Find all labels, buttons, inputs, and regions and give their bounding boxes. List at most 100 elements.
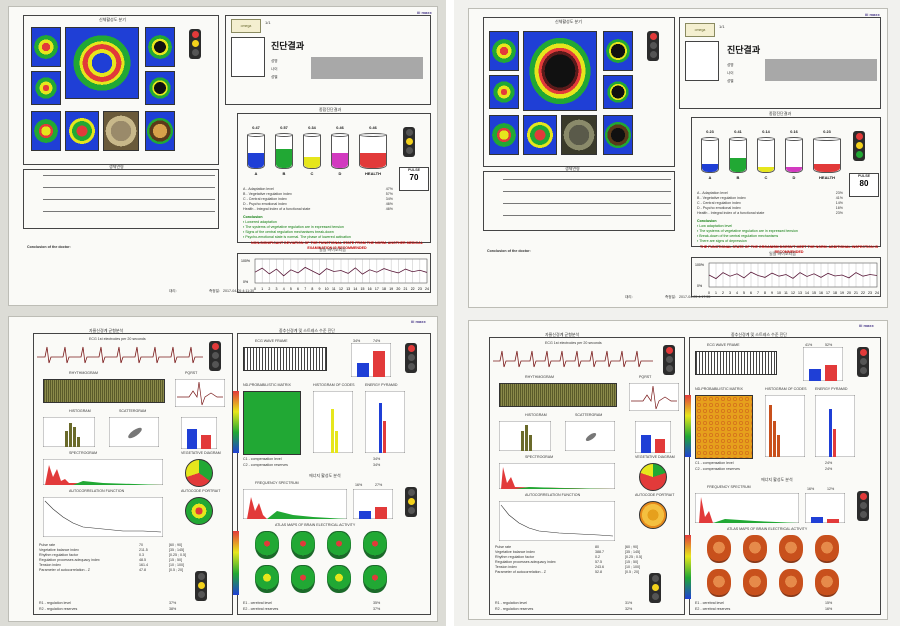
legend-line: B - Vegetative regulation index 41% [697, 196, 843, 200]
energy-bars [805, 493, 845, 523]
params-table: Pulse rate 80 [60 ; 90] Vegetative balance… [495, 545, 665, 575]
freq-spectrum-chart [243, 489, 347, 519]
footer-sign: 측정일: [209, 289, 220, 293]
hour-tick-label: 15 [812, 291, 816, 295]
energy-pyramid-chart [365, 391, 405, 453]
conclusion-line: ▪ Lowered adaptation [243, 220, 277, 224]
report-sheet-top: 신체활성도 분기 omega iii maxx 1/1 진단결과 성명 나이 성… [8, 6, 438, 306]
energy-pct-a: 16% [355, 483, 363, 487]
scattergram-chart [109, 417, 159, 447]
traffic-light-icon [663, 345, 675, 375]
hour-tick-label: 21 [854, 291, 858, 295]
conclusion-line: ▪ There are signs of depression [697, 239, 747, 243]
axis-label-min: 0% [243, 280, 248, 284]
report-sheet-bottom: iii maxx 자율신경계 균형분석 중추신경계 및 스트레스 수준 진단 E… [468, 320, 888, 620]
pulse-label: PULSE [858, 174, 870, 178]
conclusion-line: ▪ The systems of vegetative regulation a… [243, 225, 344, 229]
reg-reserves: R2 - regulation reserves 38% [39, 607, 177, 611]
diagnosis-header-frame [679, 17, 881, 109]
autonomic-title: 자율신경계 균형분석 [89, 328, 124, 333]
hour-tick-label: 16 [368, 287, 372, 291]
stress-bars [351, 343, 391, 377]
stress-bars [803, 347, 843, 381]
hour-tick-label: 8 [764, 291, 766, 295]
table-row: Pulse rate 70 [60 ; 90] [39, 543, 182, 547]
table-row: Regulation processes adequacy index 48.5[… [39, 558, 182, 562]
hour-tick-label: 18 [382, 287, 386, 291]
scan-thumb [489, 115, 519, 155]
hour-tick-label: 2 [722, 291, 724, 295]
table-row: Parameter of autocorrelation - Z 52.8 [0.5… [495, 570, 639, 574]
cylinder-value: 0.34 [308, 126, 316, 130]
indicators-frame [691, 117, 881, 247]
pulse-value: 70 [409, 173, 419, 182]
cerebral-reserves: E2 - cerebral reserves 37% [243, 607, 381, 611]
color-scale [233, 391, 239, 453]
daily-biorhythm-chart: 0 1 2 3 4 5 6 7 8 9 10 11 12 13 14 15 16 17 18 19 20 21 22 23 24… [241, 258, 429, 291]
info-label: 나이 [271, 67, 278, 71]
autocorrelation-label: AUTOCORRELATION FUNCTION [525, 493, 581, 497]
rhythmogram-chart [43, 379, 165, 403]
comp-reserves: C2 - compensation reserves 34% [243, 463, 381, 467]
autonomic-frame [33, 333, 233, 615]
freq-spectrum-label: FREQUENCY SPECTRUM [255, 481, 299, 485]
comp-reserves: C2 - compensation reserves 24% [695, 467, 833, 471]
central-frame [237, 333, 431, 615]
vegetative-pie [639, 463, 667, 491]
histogram-chart [43, 417, 95, 447]
hour-tick-label: 9 [771, 291, 773, 295]
scattergram-label: SCATTERGRAM [575, 413, 603, 417]
legend-line: A - Adaptation level 23% [697, 191, 843, 195]
ecg-wave-frame [695, 351, 777, 375]
diagnosis-title: 진단결과 [727, 45, 761, 55]
compensation-bars [635, 421, 671, 453]
legend-line: C - Central regulation index 14% [697, 201, 843, 205]
autocorrelation-chart [43, 497, 163, 537]
footer-code: 대리: [625, 295, 633, 299]
hour-tick-label: 7 [757, 291, 759, 295]
report-photo-right: 신체활성도 분기 omega iii maxx 1/1 진단결과 성명 나이 성… [454, 0, 900, 626]
hour-tick-label: 15 [361, 287, 365, 291]
hour-tick-label: 23 [418, 287, 422, 291]
energy-bars [353, 489, 393, 519]
hour-tick-label: 7 [304, 287, 306, 291]
legend-line: Health - Integral index of a functional … [697, 211, 843, 215]
hour-tick-label: 20 [396, 287, 400, 291]
legend-line: D - Psycho emotional index 46% [243, 202, 393, 206]
energy-pyramid-chart [815, 395, 855, 457]
comp-level: C1 - compensation level 34% [243, 457, 381, 461]
redacted-name [311, 57, 423, 79]
params-table: Pulse rate 70 [60 ; 90] Vegetative balance… [39, 543, 209, 573]
reg-level: R1 - regulation level 31% [495, 601, 633, 605]
cylinder-value: 0.41 [734, 130, 742, 134]
traffic-light-icon [857, 491, 869, 521]
hour-tick-label: 3 [729, 291, 731, 295]
cylinder-label: A [254, 171, 258, 176]
warning-text: NON-SIGNIFICANT DEVIATION OF THE FUNCTIO… [251, 241, 423, 250]
hour-tick-label: 2 [268, 287, 270, 291]
brand-logo: omega [231, 19, 261, 33]
conclusion-line: ▪ Break-down of the central regulation m… [697, 234, 779, 238]
hour-tick-label: 22 [861, 291, 865, 295]
scan-thumb [145, 111, 175, 151]
nd-matrix-label: ND-PROBABILISTIC MATRIX [695, 387, 743, 391]
hour-tick-label: 17 [826, 291, 830, 295]
hour-tick-label: 14 [805, 291, 809, 295]
hour-tick-label: 12 [339, 287, 343, 291]
biorhythm-line [708, 271, 878, 280]
cylinder-label: D [792, 175, 796, 180]
footer-date: 2017-04-05 4:17:55 [679, 295, 711, 299]
traffic-light-icon [403, 127, 415, 157]
images-title: 신체활성도 분기 [555, 19, 582, 24]
cylinder-label: HEALTH [365, 171, 381, 176]
nd-matrix-chart [695, 395, 753, 459]
cylinder-d: 0.46 D [331, 126, 349, 176]
scan-main [523, 31, 597, 111]
indicators-frame [237, 113, 431, 243]
info-label: 성별 [271, 75, 278, 79]
scan-thumb [31, 71, 61, 105]
biorhythm-line [254, 266, 428, 277]
pqrst-chart [629, 383, 679, 411]
cylinder-a: 0.23 A [701, 130, 719, 180]
hist-codes-label: HISTOGRAM OF CODES [313, 383, 355, 387]
